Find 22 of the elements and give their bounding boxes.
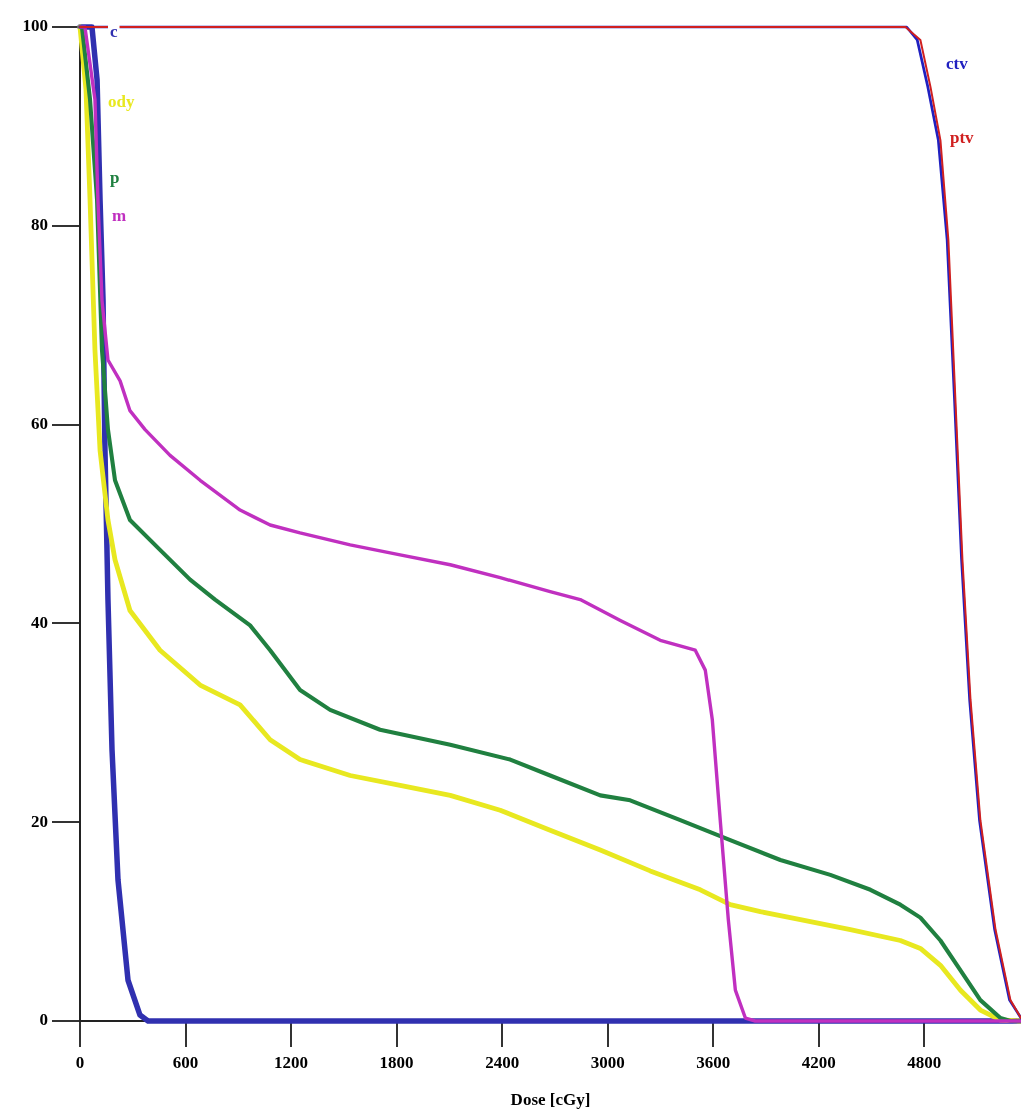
- y-tick-label: 20: [31, 811, 48, 831]
- y-tick-label: 0: [39, 1010, 48, 1030]
- x-tick-label: 3000: [590, 1052, 625, 1072]
- x-axis-title: Dose [cGy]: [510, 1090, 591, 1110]
- series-label: ctv: [946, 54, 969, 74]
- x-tick-label: 4200: [801, 1052, 836, 1072]
- x-tick-label: 1200: [274, 1052, 309, 1072]
- x-tick-label: 3600: [696, 1052, 731, 1072]
- y-tick-label: 40: [31, 612, 48, 632]
- series-label: ody: [108, 92, 135, 112]
- series-label: c: [110, 22, 118, 42]
- y-tick-label: 100: [22, 16, 48, 36]
- x-tick-label: 1800: [379, 1052, 414, 1072]
- x-tick-label: 0: [75, 1052, 85, 1072]
- x-tick-label: 600: [172, 1052, 199, 1072]
- y-tick-label: 80: [31, 215, 48, 235]
- y-tick-label: 60: [31, 413, 48, 433]
- x-tick-label: 4800: [907, 1052, 942, 1072]
- x-tick-label: 2400: [485, 1052, 520, 1072]
- series-label: p: [110, 168, 120, 188]
- series-label: m: [112, 206, 127, 226]
- series-label: ptv: [950, 128, 975, 148]
